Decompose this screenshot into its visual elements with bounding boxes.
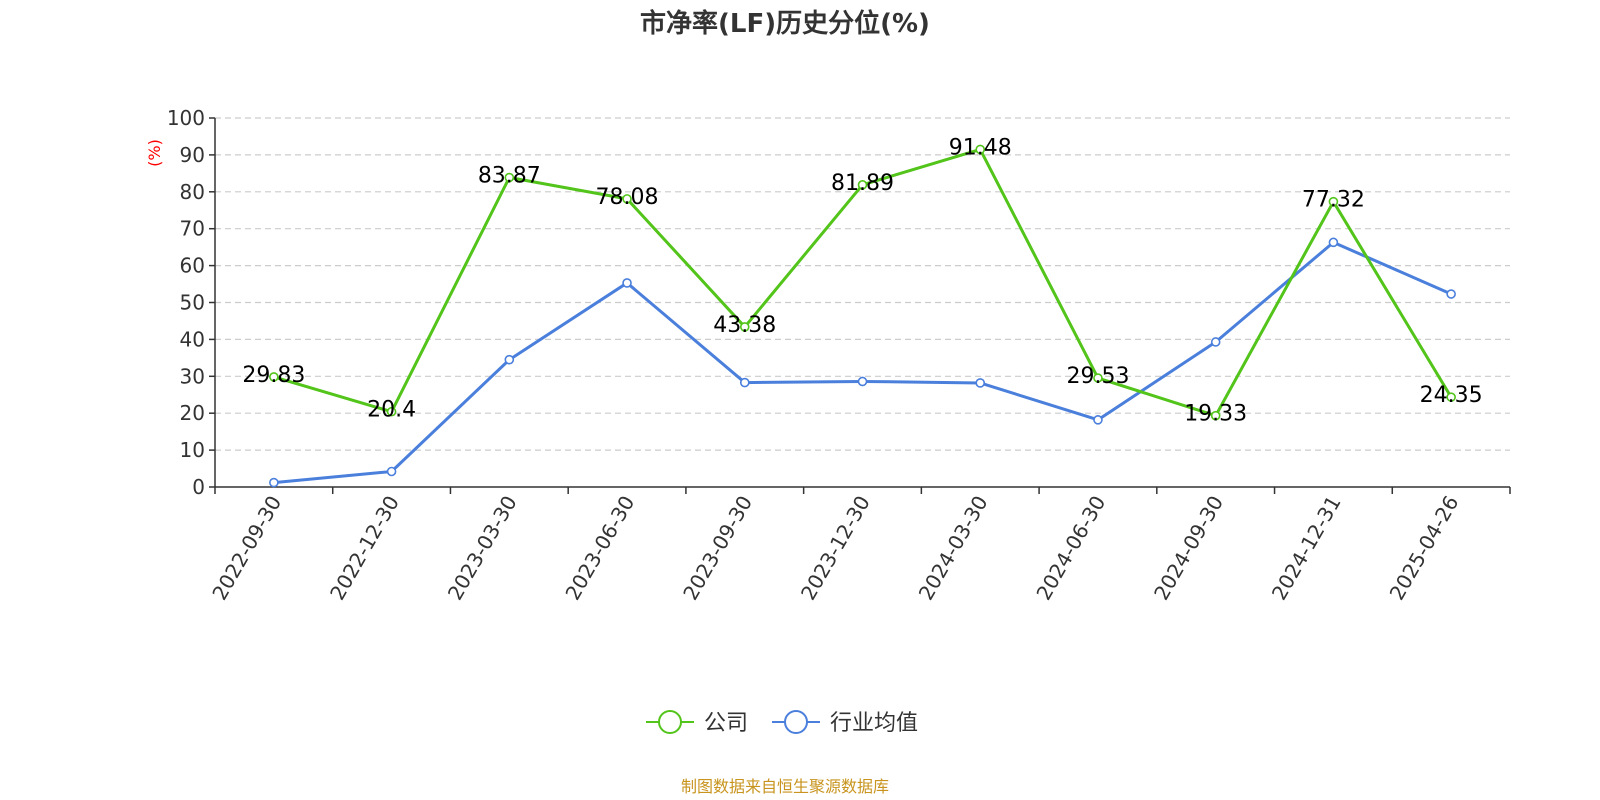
x-tick-label: 2023-06-30 (560, 492, 639, 605)
data-point-industry-avg (739, 377, 750, 388)
legend[interactable]: 公司 行业均值 (646, 710, 918, 736)
y-tick-label: 50 (180, 291, 205, 315)
y-tick-label: 30 (180, 364, 205, 388)
y-tick-label: 80 (180, 180, 205, 204)
y-tick-label: 10 (180, 438, 205, 462)
y-axis-label: (%) (145, 139, 164, 167)
legend-label: 行业均值 (830, 711, 918, 736)
data-point-company (622, 194, 632, 204)
data-point-industry-avg (504, 354, 515, 365)
legend-marker-icon (784, 710, 808, 734)
grid-lines (215, 117, 1510, 451)
x-tick-label: 2024-12-31 (1267, 492, 1346, 605)
y-tick-label: 0 (192, 475, 205, 499)
data-point-industry-avg (622, 278, 632, 288)
legend-label: 公司 (704, 711, 748, 736)
source-note: 制图数据来自恒生聚源数据库 (681, 777, 889, 796)
data-point-company (739, 322, 750, 332)
legend-marker-icon (658, 710, 682, 734)
x-tick-label: 2022-09-30 (207, 492, 286, 605)
data-point-industry-avg (1446, 289, 1456, 299)
data-label-company: 77.32 (1302, 188, 1365, 213)
data-point-company (1093, 373, 1103, 383)
data-label-company: 83.87 (478, 164, 541, 189)
chart-title: 市净率(LF)历史分位(%) (640, 8, 930, 39)
data-point-industry-avg (269, 477, 279, 488)
data-point-industry-avg (1328, 237, 1339, 248)
series-group (269, 144, 1456, 488)
data-label-company: 29.83 (242, 363, 305, 388)
x-tick-label: 2023-03-30 (443, 492, 522, 605)
data-point-industry-avg (386, 466, 397, 477)
x-tick-label: 2023-12-30 (796, 492, 875, 605)
y-tick-label: 90 (180, 143, 205, 167)
x-tick-label: 2024-06-30 (1031, 492, 1110, 605)
data-point-company (504, 172, 515, 183)
data-label-company: 19.33 (1184, 402, 1247, 427)
y-tick-label: 60 (180, 254, 205, 278)
x-axis-ticks: 2022-09-30 2022-12-30 2023-03-30 2023-06-30… (207, 487, 1511, 605)
data-point-industry-avg (975, 378, 986, 388)
data-point-company (975, 144, 986, 155)
x-tick-label: 2023-09-30 (678, 492, 757, 605)
y-tick-label: 40 (180, 327, 205, 351)
data-label-company: 91.48 (949, 135, 1012, 160)
data-point-company (857, 180, 868, 190)
data-point-industry-avg (1093, 415, 1103, 425)
x-tick-label: 2025-04-26 (1385, 492, 1464, 605)
x-tick-label: 2024-09-30 (1149, 492, 1228, 605)
legend-item-company[interactable]: 公司 (646, 710, 748, 736)
y-tick-label: 70 (180, 217, 205, 241)
data-label-company: 43.38 (713, 313, 776, 338)
x-tick-label: 2022-12-30 (325, 492, 404, 605)
y-tick-label: 100 (167, 106, 205, 130)
data-point-company (1210, 410, 1221, 421)
data-point-company (1446, 392, 1456, 402)
legend-item-industry-avg[interactable]: 行业均值 (772, 710, 918, 736)
data-point-company (269, 372, 279, 382)
data-point-company (386, 406, 397, 417)
data-label-company: 78.08 (596, 185, 659, 210)
y-tick-label: 20 (180, 401, 205, 425)
x-tick-label: 2024-03-30 (914, 492, 993, 605)
data-labels: 29.83 20.4 83.87 78.08 43.38 81.89 91.48 29.53 1… (242, 135, 1482, 426)
data-label-company: 20.4 (367, 398, 416, 423)
data-label-company: 29.53 (1066, 364, 1129, 389)
data-label-company: 81.89 (831, 171, 894, 196)
data-point-company (1328, 196, 1339, 207)
y-axis-ticks: 0 10 20 30 40 50 60 70 80 90 100 (167, 106, 215, 499)
data-point-industry-avg (1210, 337, 1221, 347)
data-label-company: 24.35 (1420, 383, 1483, 408)
series-line-industry-avg (273, 240, 1452, 485)
data-point-industry-avg (857, 376, 868, 387)
